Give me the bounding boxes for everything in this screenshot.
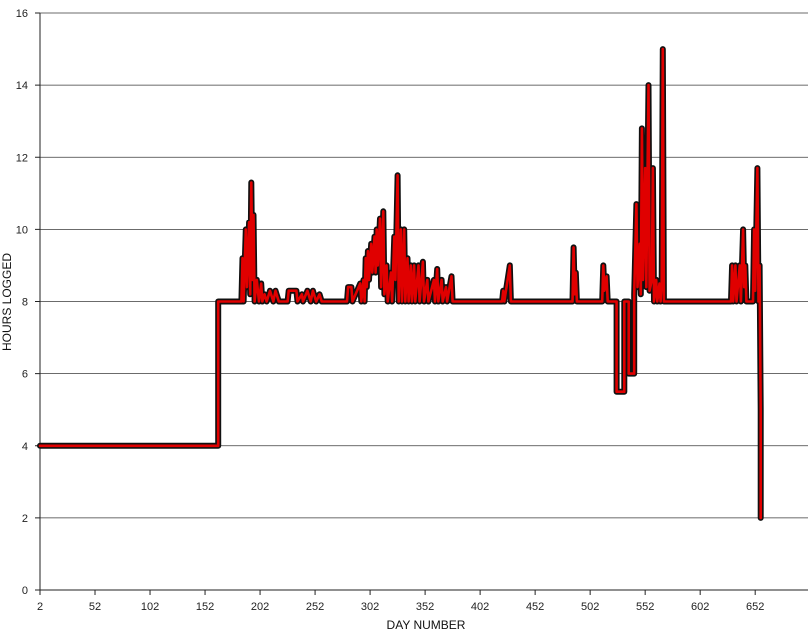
x-axis-title: DAY NUMBER [387, 618, 466, 631]
x-tick-label: 502 [581, 601, 599, 613]
series-group [37, 46, 764, 521]
x-tick-labels: 2 52 102 152 202 252 302 352 402 452 502 552 602 652 [37, 590, 764, 613]
x-tick-label: 252 [306, 601, 324, 613]
x-tick-label: 52 [89, 601, 101, 613]
y-tick-label: 0 [22, 585, 28, 597]
x-tick-label: 2 [37, 601, 43, 613]
y-axis-title: HOURS LOGGED [0, 253, 14, 351]
y-tick-label: 14 [16, 80, 28, 92]
x-tick-label: 352 [416, 601, 434, 613]
y-tick-label: 2 [22, 513, 28, 525]
x-tick-label: 652 [746, 601, 764, 613]
y-tick-label: 8 [22, 297, 28, 309]
x-tick-label: 602 [691, 601, 709, 613]
y-tick-label: 4 [22, 441, 28, 453]
x-tick-label: 452 [526, 601, 544, 613]
y-tick-labels: 0 2 4 6 8 10 12 14 16 [16, 8, 28, 597]
y-tick-label: 6 [22, 369, 28, 381]
x-tick-label: 302 [361, 601, 379, 613]
x-tick-label: 152 [196, 601, 214, 613]
x-tick-label: 102 [141, 601, 159, 613]
x-tick-label: 552 [636, 601, 654, 613]
series-line [38, 47, 763, 520]
x-tick-label: 402 [471, 601, 489, 613]
x-tick-label: 202 [251, 601, 269, 613]
y-tick-label: 10 [16, 224, 28, 236]
y-tick-label: 16 [16, 8, 28, 20]
y-tick-label: 12 [16, 152, 28, 164]
